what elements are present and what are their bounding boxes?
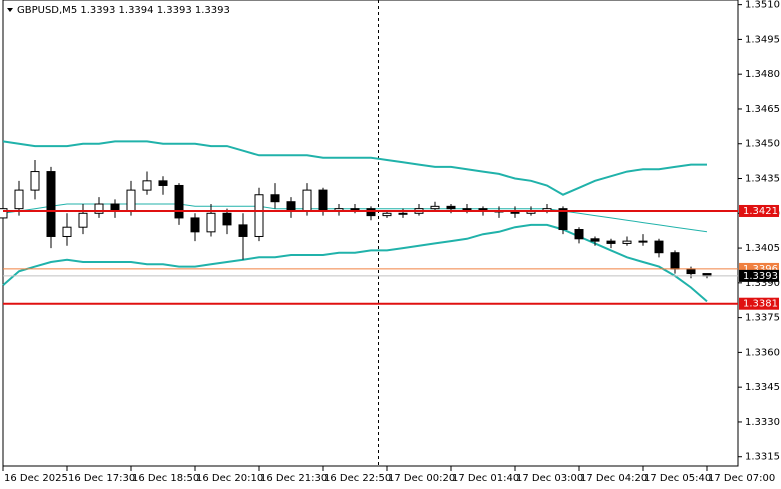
plot-area — [2, 0, 739, 467]
y-tick-label: 1.3315 — [745, 452, 780, 463]
candle-body — [62, 226, 72, 237]
x-tick-label: 16 Dec 18:50 — [132, 473, 199, 484]
candle-body — [238, 224, 248, 237]
x-tick-label: 17 Dec 05:40 — [644, 473, 711, 484]
x-tick-label: 16 Dec 21:30 — [260, 473, 327, 484]
x-tick-label: 16 Dec 22:50 — [324, 473, 391, 484]
candle-body — [206, 212, 216, 233]
candle-body — [670, 252, 680, 270]
candle-body — [382, 212, 392, 217]
x-tick-label: 16 Dec 17:30 — [68, 473, 135, 484]
candle-body — [638, 240, 648, 243]
candle-body — [174, 184, 184, 219]
candle-body — [350, 208, 360, 211]
y-tick-label: 1.3405 — [745, 243, 780, 254]
candle-body — [366, 208, 376, 217]
candle-body — [462, 208, 472, 211]
candle-body — [558, 208, 568, 231]
candle-body — [14, 189, 24, 210]
band-upper — [2, 140, 707, 196]
candle-body — [270, 194, 280, 203]
candle-body — [686, 268, 696, 275]
y-tick-label: 1.3465 — [745, 104, 780, 115]
candle-body — [0, 208, 8, 219]
x-tick-label: 17 Dec 01:40 — [452, 473, 519, 484]
y-tick-label: 1.3450 — [745, 139, 780, 150]
x-tick-label: 16 Dec 2025 — [4, 473, 68, 484]
candle-body — [110, 203, 120, 212]
candle-body — [622, 240, 632, 244]
band-lower — [2, 223, 708, 303]
candle-body — [222, 212, 232, 226]
y-tick-label: 1.3510 — [745, 0, 780, 11]
candle-body — [430, 205, 440, 210]
candle-body — [190, 217, 200, 233]
x-tick-label: 17 Dec 07:00 — [708, 473, 775, 484]
y-tick-label: 1.3345 — [745, 382, 780, 393]
candle-body — [606, 240, 616, 244]
price-label: 1.3393 — [743, 271, 778, 282]
candle-body — [446, 205, 456, 210]
x-tick-label: 16 Dec 20:10 — [196, 473, 263, 484]
candle-body — [142, 180, 152, 191]
level-label: 1.3421 — [743, 206, 778, 217]
y-tick-label: 1.3480 — [745, 69, 780, 80]
candle-body — [286, 201, 296, 212]
candle-body — [254, 194, 264, 237]
level-label-bg — [739, 204, 779, 217]
y-tick-label: 1.3435 — [745, 174, 780, 185]
candle-body — [318, 189, 328, 212]
candle-body — [30, 171, 40, 191]
y-tick-label: 1.3360 — [745, 347, 780, 358]
menu-triangle — [7, 8, 13, 12]
x-tick-label: 17 Dec 00:20 — [388, 473, 455, 484]
candle-body — [574, 229, 584, 240]
candle-body — [158, 180, 168, 186]
candle-body — [126, 189, 136, 212]
level-label: 1.3396 — [743, 264, 778, 275]
y-tick-label: 1.3330 — [745, 417, 780, 428]
candle-body — [78, 212, 88, 228]
candle-body — [654, 240, 664, 254]
candle-body — [94, 203, 104, 214]
level-label: 1.3381 — [743, 299, 778, 310]
candle-body — [46, 171, 56, 237]
y-tick-label: 1.3375 — [745, 313, 780, 324]
x-tick-label: 17 Dec 04:20 — [580, 473, 647, 484]
y-tick-label: 1.3495 — [745, 34, 780, 45]
candle-body — [398, 212, 408, 215]
chart-title: GBPUSD,M5 1.3393 1.3394 1.3393 1.3393 — [17, 5, 230, 16]
price-label-bg — [739, 269, 779, 282]
y-tick-label: 1.3390 — [745, 278, 780, 289]
candle-body — [302, 189, 312, 212]
level-label-bg — [739, 297, 779, 310]
x-tick-label: 17 Dec 03:00 — [516, 473, 583, 484]
candle-body — [590, 238, 600, 242]
